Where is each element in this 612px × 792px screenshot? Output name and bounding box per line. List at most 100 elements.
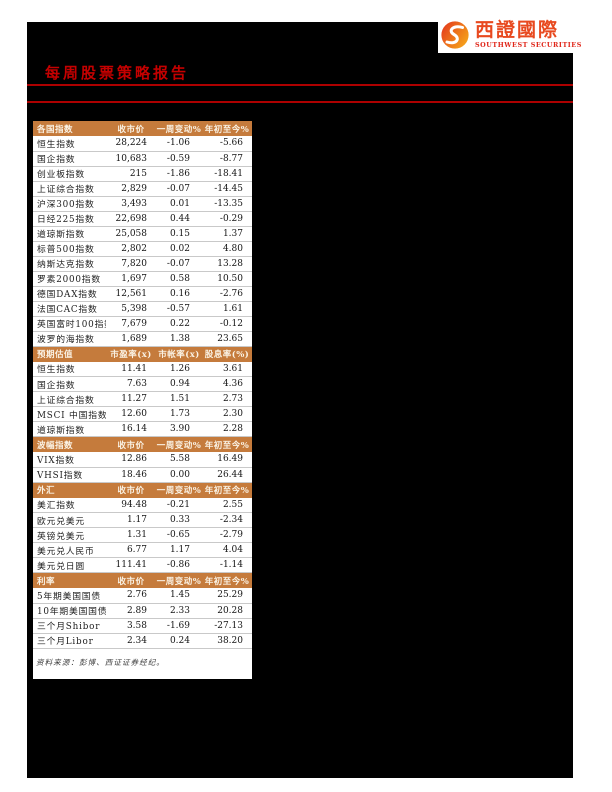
cell-value: 11.41 bbox=[106, 361, 156, 377]
table-row: 上证综合指数 2,829 -0.07 -14.45 bbox=[33, 181, 252, 197]
row-label: 英镑兑美元 bbox=[33, 527, 106, 543]
cell-value: -0.12 bbox=[202, 316, 252, 332]
cell-value: 26.44 bbox=[202, 467, 252, 483]
column-header: 市帐率(x) bbox=[156, 346, 202, 362]
table-row: 5年期美国国债 2.76 1.45 25.29 bbox=[33, 588, 252, 604]
table-row: 波罗的海指数 1,689 1.38 23.65 bbox=[33, 331, 252, 347]
cell-value: 5,398 bbox=[106, 301, 156, 317]
cell-value: 1.37 bbox=[202, 226, 252, 242]
cell-value: 0.16 bbox=[156, 286, 202, 302]
cell-value: 22,698 bbox=[106, 211, 156, 227]
market-data-panel: 各国指数 收市价 一周变动% 年初至今% 恒生指数 28,224 -1.06 -5.66 国企指… bbox=[33, 121, 252, 679]
cell-value: 2.55 bbox=[202, 497, 252, 513]
table-row: VIX指数 12.86 5.58 16.49 bbox=[33, 452, 252, 468]
cell-value: 3.61 bbox=[202, 361, 252, 377]
table-row: 法国CAC指数 5,398 -0.57 1.61 bbox=[33, 301, 252, 317]
cell-value: 12.60 bbox=[106, 406, 156, 422]
row-label: VIX指数 bbox=[33, 452, 106, 468]
cell-value: 4.04 bbox=[202, 542, 252, 558]
cell-value: 1.45 bbox=[156, 588, 202, 604]
cell-value: -2.76 bbox=[202, 286, 252, 302]
cell-value: 3,493 bbox=[106, 196, 156, 212]
cell-value: 6.77 bbox=[106, 542, 156, 558]
row-label: 法国CAC指数 bbox=[33, 301, 106, 317]
cell-value: 16.14 bbox=[106, 421, 156, 437]
cell-value: 7,820 bbox=[106, 256, 156, 272]
cell-value: 0.33 bbox=[156, 512, 202, 528]
data-table: 波幅指数 收市价 一周变动% 年初至今% VIX指数 12.86 5.58 16.49 VHSI… bbox=[33, 437, 252, 483]
row-label: MSCI 中国指数 bbox=[33, 406, 106, 422]
cell-value: 1.61 bbox=[202, 301, 252, 317]
row-label: 恒生指数 bbox=[33, 361, 106, 377]
cell-value: 0.22 bbox=[156, 316, 202, 332]
row-label: 美元兑日圆 bbox=[33, 557, 106, 573]
cell-value: 1.26 bbox=[156, 361, 202, 377]
data-table: 利率 收市价 一周变动% 年初至今% 5年期美国国债 2.76 1.45 25.29 10年期美… bbox=[33, 573, 252, 649]
cell-value: 10,683 bbox=[106, 151, 156, 167]
column-header: 年初至今% bbox=[202, 573, 252, 588]
cell-value: 1.38 bbox=[156, 331, 202, 347]
cell-value: 0.15 bbox=[156, 226, 202, 242]
column-header: 年初至今% bbox=[202, 437, 252, 452]
cell-value: 10.50 bbox=[202, 271, 252, 287]
cell-value: 1.31 bbox=[106, 527, 156, 543]
cell-value: 13.28 bbox=[202, 256, 252, 272]
cell-value: 12,561 bbox=[106, 286, 156, 302]
header-rule-bottom bbox=[27, 101, 573, 103]
column-header: 一周变动% bbox=[156, 437, 202, 452]
section-title: 预期估值 bbox=[33, 346, 106, 362]
cell-value: 2.89 bbox=[106, 603, 156, 619]
cell-value: 2.33 bbox=[156, 603, 202, 619]
cell-value: -0.07 bbox=[156, 256, 202, 272]
table-row: 沪深300指数 3,493 0.01 -13.35 bbox=[33, 196, 252, 212]
cell-value: 4.80 bbox=[202, 241, 252, 257]
cell-value: -0.07 bbox=[156, 181, 202, 197]
column-header: 收市价 bbox=[106, 482, 156, 498]
cell-value: 5.58 bbox=[156, 452, 202, 468]
table-row: 恒生指数 28,224 -1.06 -5.66 bbox=[33, 136, 252, 152]
cell-value: 111.41 bbox=[106, 557, 156, 573]
table-row: 国企指数 7.63 0.94 4.36 bbox=[33, 376, 252, 392]
cell-value: 2.28 bbox=[202, 421, 252, 437]
cell-value: 1.17 bbox=[106, 512, 156, 528]
cell-value: 11.27 bbox=[106, 391, 156, 407]
table-row: 美元兑人民币 6.77 1.17 4.04 bbox=[33, 542, 252, 558]
row-label: 道琼斯指数 bbox=[33, 226, 106, 242]
row-label: 国企指数 bbox=[33, 376, 106, 392]
column-header: 一周变动% bbox=[156, 573, 202, 588]
row-label: 上证综合指数 bbox=[33, 391, 106, 407]
table-row: 欧元兑美元 1.17 0.33 -2.34 bbox=[33, 512, 252, 528]
data-table: 各国指数 收市价 一周变动% 年初至今% 恒生指数 28,224 -1.06 -5.66 国企指… bbox=[33, 121, 252, 347]
table-row: 道琼斯指数 16.14 3.90 2.28 bbox=[33, 421, 252, 437]
page-title: 每周股票策略报告 bbox=[45, 64, 190, 82]
cell-value: 1.73 bbox=[156, 406, 202, 422]
cell-value: 0.02 bbox=[156, 241, 202, 257]
column-header: 一周变动% bbox=[156, 121, 202, 136]
cell-value: 0.00 bbox=[156, 467, 202, 483]
row-label: VHSI指数 bbox=[33, 467, 106, 483]
cell-value: -1.14 bbox=[202, 557, 252, 573]
column-header: 收市价 bbox=[106, 437, 156, 452]
cell-value: 7,679 bbox=[106, 316, 156, 332]
cell-value: 1,689 bbox=[106, 331, 156, 347]
cell-value: 0.24 bbox=[156, 633, 202, 649]
cell-value: -5.66 bbox=[202, 136, 252, 152]
section-header-row: 波幅指数 收市价 一周变动% 年初至今% bbox=[33, 437, 252, 452]
table-row: 国企指数 10,683 -0.59 -8.77 bbox=[33, 151, 252, 167]
cell-value: 2.34 bbox=[106, 633, 156, 649]
cell-value: 28,224 bbox=[106, 136, 156, 152]
cell-value: 0.94 bbox=[156, 376, 202, 392]
table-row: 标普500指数 2,802 0.02 4.80 bbox=[33, 241, 252, 257]
cell-value: -0.21 bbox=[156, 497, 202, 513]
cell-value: -0.86 bbox=[156, 557, 202, 573]
section-header-row: 外汇 收市价 一周变动% 年初至今% bbox=[33, 482, 252, 498]
column-header: 年初至今% bbox=[202, 121, 252, 136]
table-row: 美汇指数 94.48 -0.21 2.55 bbox=[33, 497, 252, 513]
logo-text: 西證國際 SOUTHWEST SECURITIES bbox=[475, 20, 582, 50]
section-title: 外汇 bbox=[33, 482, 106, 498]
cell-value: 2.30 bbox=[202, 406, 252, 422]
row-label: 波罗的海指数 bbox=[33, 331, 106, 347]
logo-en-name: SOUTHWEST SECURITIES bbox=[475, 41, 582, 50]
section-title: 波幅指数 bbox=[33, 437, 106, 452]
